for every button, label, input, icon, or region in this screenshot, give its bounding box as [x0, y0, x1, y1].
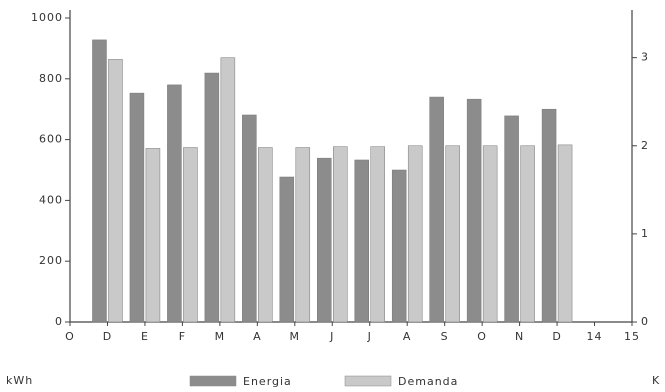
bar: [407, 145, 423, 323]
bar: [108, 59, 123, 323]
bar: [167, 84, 182, 323]
bar: [520, 145, 535, 323]
bar: [482, 145, 498, 323]
bar: [242, 114, 257, 323]
y-tick-label: 800: [39, 72, 63, 85]
x-tick-label: N: [515, 330, 524, 343]
x-tick-label: M: [215, 330, 226, 343]
bar: [429, 96, 444, 323]
x-tick-label: S: [441, 330, 449, 343]
y-tick-label: 200: [39, 254, 63, 267]
x-tick-label: A: [253, 330, 262, 343]
x-tick-label: M: [290, 330, 301, 343]
y2-tick-label: 2: [641, 139, 649, 152]
x-tick-label: A: [403, 330, 412, 343]
bar: [295, 147, 311, 323]
bar: [204, 72, 220, 323]
x-tick-label: D: [103, 330, 112, 343]
y-tick-label: 600: [39, 133, 63, 146]
y2-tick-label: 1: [641, 227, 649, 240]
y2-tick-label: 0: [641, 315, 649, 328]
x-tick-label: O: [65, 330, 75, 343]
bar: [541, 108, 557, 323]
y2-tick-label: 3: [641, 51, 649, 64]
bar: [391, 169, 407, 323]
legend-label: Demanda: [398, 375, 458, 388]
y2-axis-label: K: [652, 374, 660, 387]
bar: [279, 176, 295, 323]
x-tick-label: E: [141, 330, 149, 343]
x-tick-label: 15: [624, 330, 640, 343]
x-tick-label: F: [179, 330, 186, 343]
legend-swatch: [344, 375, 392, 387]
legend-label: Energia: [243, 375, 292, 388]
bar: [183, 147, 198, 323]
y-tick-label: 0: [55, 315, 63, 328]
y-tick-label: 400: [39, 193, 63, 206]
x-tick-label: J: [329, 330, 334, 343]
y-axis-label: kWh: [6, 374, 33, 387]
bar: [258, 147, 273, 323]
bar: [354, 159, 369, 323]
x-tick-label: D: [552, 330, 561, 343]
bar: [317, 157, 332, 323]
bar: [504, 115, 519, 323]
bar: [370, 146, 385, 323]
bar: [557, 144, 573, 323]
x-tick-label: J: [367, 330, 372, 343]
x-tick-label: 14: [587, 330, 603, 343]
bar: [333, 146, 348, 323]
bar: [445, 145, 460, 323]
legend-swatch: [189, 375, 237, 387]
bar: [145, 148, 161, 323]
bar: [466, 98, 482, 323]
x-tick-label: O: [477, 330, 487, 343]
bar: [92, 39, 107, 323]
bar: [220, 57, 236, 323]
bar: [129, 92, 145, 323]
y-tick-label: 1000: [31, 11, 63, 24]
